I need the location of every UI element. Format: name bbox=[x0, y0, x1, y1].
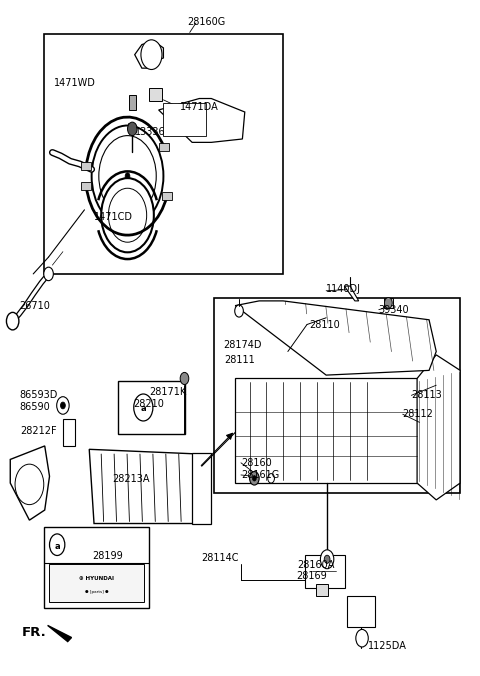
Bar bbox=[118, 381, 185, 434]
Bar bbox=[44, 527, 149, 608]
Circle shape bbox=[252, 476, 256, 481]
Circle shape bbox=[384, 297, 392, 308]
Polygon shape bbox=[344, 286, 359, 301]
Bar bbox=[82, 162, 91, 170]
Text: 28114C: 28114C bbox=[201, 553, 238, 563]
Circle shape bbox=[57, 397, 69, 414]
Circle shape bbox=[44, 267, 53, 281]
Bar bbox=[82, 183, 91, 191]
Circle shape bbox=[321, 550, 334, 569]
Bar bbox=[316, 583, 327, 596]
Polygon shape bbox=[235, 301, 436, 375]
Bar bbox=[48, 564, 144, 602]
Bar bbox=[384, 298, 393, 308]
Circle shape bbox=[60, 402, 65, 409]
Text: 39340: 39340 bbox=[379, 305, 409, 314]
Polygon shape bbox=[48, 625, 72, 642]
Circle shape bbox=[125, 173, 130, 179]
Text: 86593D: 86593D bbox=[20, 389, 58, 400]
Circle shape bbox=[180, 372, 189, 385]
Bar bbox=[347, 596, 375, 627]
Circle shape bbox=[134, 394, 153, 421]
Text: 28171K: 28171K bbox=[149, 387, 186, 397]
Text: a: a bbox=[141, 404, 146, 413]
Text: 28160: 28160 bbox=[241, 458, 272, 468]
Circle shape bbox=[49, 534, 65, 556]
Text: 1125DA: 1125DA bbox=[368, 641, 407, 650]
Circle shape bbox=[6, 312, 19, 330]
Text: 28174D: 28174D bbox=[223, 340, 262, 349]
Circle shape bbox=[141, 40, 162, 70]
Circle shape bbox=[15, 464, 44, 504]
Circle shape bbox=[268, 474, 275, 483]
Text: 28161G: 28161G bbox=[241, 470, 279, 480]
Polygon shape bbox=[417, 355, 460, 500]
Text: 26710: 26710 bbox=[19, 301, 50, 310]
Text: 13336: 13336 bbox=[135, 126, 165, 137]
Bar bbox=[149, 89, 162, 101]
Text: 1471DA: 1471DA bbox=[180, 101, 219, 112]
Polygon shape bbox=[10, 446, 49, 520]
Bar bbox=[305, 555, 345, 587]
Circle shape bbox=[324, 555, 330, 563]
Text: FR.: FR. bbox=[22, 626, 47, 639]
Bar bbox=[163, 103, 206, 136]
Text: 28110: 28110 bbox=[310, 320, 340, 329]
Text: 1140DJ: 1140DJ bbox=[326, 285, 361, 295]
Circle shape bbox=[250, 472, 259, 485]
Text: 28113: 28113 bbox=[411, 390, 442, 400]
Circle shape bbox=[356, 629, 368, 647]
Text: ● [parts] ●: ● [parts] ● bbox=[84, 589, 108, 594]
Text: 28112: 28112 bbox=[403, 409, 433, 419]
Polygon shape bbox=[135, 41, 163, 68]
Bar bbox=[162, 192, 172, 200]
Text: 1471CD: 1471CD bbox=[94, 212, 133, 222]
Circle shape bbox=[101, 178, 154, 252]
Polygon shape bbox=[158, 99, 245, 143]
Text: 28210: 28210 bbox=[134, 399, 165, 409]
Bar bbox=[44, 34, 283, 274]
Text: ⊕ HYUNDAI: ⊕ HYUNDAI bbox=[79, 576, 114, 581]
Circle shape bbox=[108, 188, 147, 242]
Polygon shape bbox=[89, 450, 202, 523]
Text: a: a bbox=[54, 542, 60, 551]
Circle shape bbox=[235, 305, 243, 317]
Text: 28212F: 28212F bbox=[20, 426, 57, 436]
Text: 28160G: 28160G bbox=[187, 18, 226, 27]
Polygon shape bbox=[235, 379, 420, 483]
Circle shape bbox=[99, 136, 156, 216]
Text: 86590: 86590 bbox=[20, 402, 50, 412]
Bar bbox=[63, 419, 75, 446]
Bar bbox=[129, 95, 136, 110]
Circle shape bbox=[128, 122, 137, 136]
Text: 1471WD: 1471WD bbox=[54, 78, 96, 88]
Bar bbox=[192, 453, 211, 523]
Text: 28199: 28199 bbox=[93, 551, 123, 561]
Bar bbox=[214, 297, 460, 493]
Text: 28111: 28111 bbox=[225, 356, 255, 365]
Bar bbox=[159, 143, 168, 151]
Text: 28169: 28169 bbox=[297, 571, 327, 581]
Circle shape bbox=[92, 126, 163, 226]
Text: 28213A: 28213A bbox=[112, 474, 150, 484]
Text: 28160A: 28160A bbox=[298, 560, 335, 570]
